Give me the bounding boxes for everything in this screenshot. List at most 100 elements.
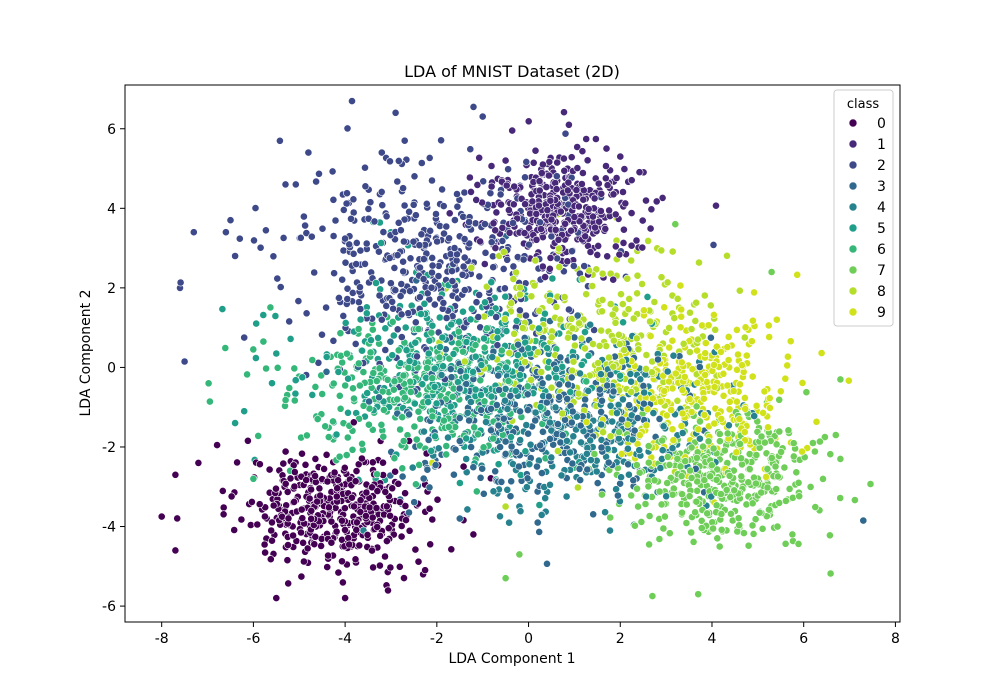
data-point-class-1: [575, 217, 584, 226]
data-point-class-4: [488, 353, 497, 361]
data-point-class-1: [546, 196, 555, 205]
data-point-class-7: [713, 534, 722, 543]
data-point-class-7: [851, 496, 859, 504]
data-point-class-7: [744, 478, 753, 487]
data-point-class-7: [627, 491, 636, 500]
data-point-class-5: [272, 349, 281, 358]
data-point-class-0: [261, 548, 269, 557]
data-point-class-7: [687, 443, 696, 452]
data-point-class-3: [624, 460, 632, 469]
data-point-class-1: [620, 165, 629, 173]
data-point-class-5: [548, 274, 557, 283]
data-point-class-0: [327, 517, 336, 526]
data-point-class-8: [531, 256, 540, 265]
data-point-class-9: [660, 387, 669, 395]
data-point-class-7: [836, 454, 845, 463]
data-point-class-5: [425, 336, 434, 345]
data-point-class-3: [410, 498, 419, 507]
data-point-class-0: [323, 477, 332, 486]
data-point-class-6: [249, 345, 258, 354]
data-point-class-5: [535, 501, 544, 509]
data-point-class-7: [692, 497, 701, 506]
data-point-class-1: [638, 243, 647, 252]
data-point-class-0: [381, 487, 390, 496]
data-point-class-4: [619, 395, 627, 404]
data-point-class-0: [386, 563, 395, 572]
data-point-class-5: [502, 327, 511, 335]
data-point-class-8: [663, 278, 672, 287]
data-point-class-0: [298, 449, 306, 458]
data-point-class-9: [665, 343, 674, 352]
data-point-class-3: [533, 462, 541, 471]
y-tick-label: 4: [107, 201, 116, 217]
data-point-class-7: [772, 485, 781, 493]
data-point-class-5: [447, 320, 456, 329]
data-point-class-0: [349, 418, 358, 427]
data-point-class-9: [701, 339, 710, 347]
data-point-class-4: [557, 471, 566, 480]
data-point-class-2: [390, 263, 399, 272]
data-point-class-0: [290, 482, 299, 491]
data-point-class-2: [465, 239, 474, 248]
data-point-class-3: [538, 469, 546, 477]
data-point-class-0: [323, 563, 332, 571]
data-point-class-3: [506, 391, 515, 400]
data-point-class-5: [271, 312, 280, 320]
data-point-class-0: [297, 528, 305, 537]
data-point-class-2: [448, 267, 456, 275]
data-point-class-7: [658, 436, 667, 445]
data-point-class-3: [501, 437, 510, 446]
data-point-class-2: [522, 311, 530, 320]
data-point-class-8: [598, 269, 607, 278]
data-point-class-2: [522, 157, 531, 166]
legend-marker: [848, 139, 858, 149]
data-point-class-8: [499, 248, 508, 256]
data-point-class-9: [798, 447, 806, 456]
data-point-class-5: [405, 357, 414, 365]
data-point-class-3: [639, 381, 648, 390]
data-point-class-6: [359, 401, 368, 410]
data-point-class-8: [615, 340, 624, 348]
data-point-class-3: [492, 401, 501, 409]
data-point-class-3: [386, 337, 395, 346]
data-point-class-9: [732, 448, 741, 457]
data-point-class-5: [344, 408, 352, 417]
data-point-class-6: [454, 327, 463, 336]
data-point-class-2: [322, 303, 330, 312]
legend-marker: [848, 118, 858, 128]
data-point-class-3: [465, 416, 473, 425]
data-point-class-3: [603, 381, 612, 390]
data-point-class-0: [384, 524, 393, 533]
data-point-class-1: [563, 186, 572, 195]
data-point-class-0: [338, 516, 346, 525]
data-point-class-4: [640, 388, 649, 397]
data-point-class-5: [467, 304, 476, 313]
data-point-class-2: [331, 216, 340, 225]
data-point-class-2: [450, 216, 459, 224]
data-point-class-7: [866, 480, 875, 488]
data-point-class-8: [606, 300, 615, 308]
data-point-class-2: [393, 177, 402, 186]
data-point-class-3: [581, 395, 589, 404]
data-point-class-1: [601, 224, 610, 233]
data-point-class-8: [574, 389, 583, 398]
data-point-class-5: [541, 309, 549, 318]
data-point-class-8: [673, 294, 682, 303]
data-point-class-0: [352, 467, 361, 475]
data-point-class-9: [668, 384, 677, 393]
data-point-class-3: [477, 406, 485, 414]
data-point-class-9: [734, 350, 742, 359]
data-point-class-7: [788, 493, 797, 502]
data-point-class-2: [503, 255, 512, 264]
data-point-class-3: [531, 416, 540, 425]
data-point-class-7: [655, 487, 664, 496]
data-point-class-8: [615, 330, 623, 339]
data-point-class-2: [352, 260, 361, 268]
data-point-class-3: [546, 434, 554, 443]
data-point-class-0: [307, 485, 315, 494]
data-point-class-9: [759, 408, 767, 417]
data-point-class-9: [710, 419, 719, 428]
data-point-class-0: [255, 500, 264, 509]
data-point-class-4: [562, 492, 571, 501]
data-point-class-8: [723, 251, 731, 260]
